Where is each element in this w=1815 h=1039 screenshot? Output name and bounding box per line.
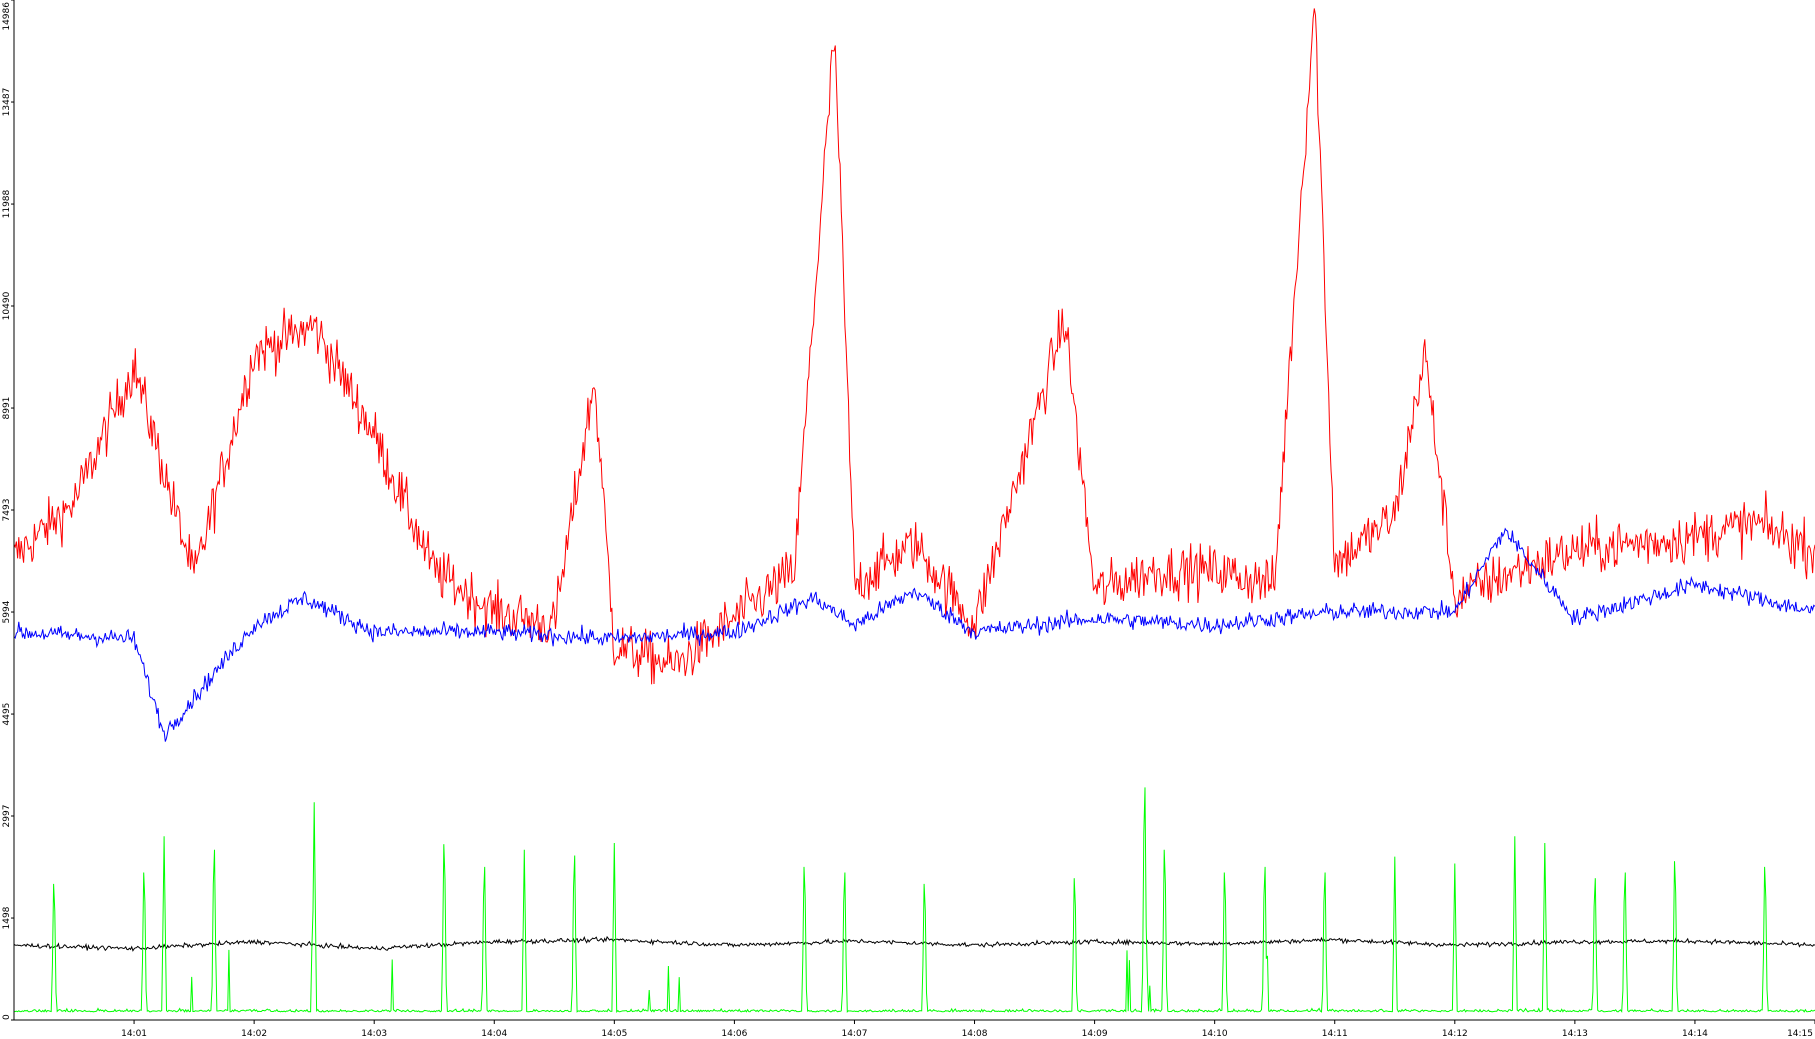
series-layer: [13, 8, 1815, 1013]
x-tick-label: 14:06: [721, 1029, 747, 1039]
x-tick-label: 14:14: [1682, 1029, 1708, 1039]
x-tick-label: 14:12: [1442, 1029, 1468, 1039]
x-tick-label: 14:13: [1562, 1029, 1588, 1039]
x-tick-label: 14:02: [241, 1029, 267, 1039]
y-tick-label: 2997: [2, 805, 12, 828]
y-tick-label: 4495: [2, 703, 12, 726]
x-tick-label: 14:11: [1322, 1029, 1348, 1039]
x-tick-label: 14:10: [1202, 1029, 1228, 1039]
series-line-1: [13, 8, 1815, 685]
x-tick-label: 14:08: [962, 1029, 988, 1039]
series-line-3: [13, 935, 1815, 952]
y-tick-label: 14986: [2, 2, 12, 31]
x-tick-label: 14:07: [841, 1029, 867, 1039]
series-line-2: [13, 527, 1815, 742]
series-line-4: [13, 787, 1815, 1013]
y-tick-label: 11988: [2, 189, 12, 218]
x-tick-label: 14:15: [1787, 1029, 1813, 1039]
x-tick-label: 14:09: [1082, 1029, 1108, 1039]
y-tick-label: 13487: [2, 88, 12, 117]
x-tick-label: 14:01: [121, 1029, 147, 1039]
x-tick-label: 14:03: [361, 1029, 387, 1039]
y-tick-label: 0: [2, 1014, 12, 1020]
y-tick-label: 7493: [2, 499, 12, 522]
x-tick-label: 14:04: [481, 1029, 507, 1039]
x-tick-label: 14:05: [601, 1029, 627, 1039]
y-tick-label: 1498: [2, 906, 12, 929]
y-tick-label: 10490: [2, 291, 12, 320]
y-tick-label: 8991: [2, 397, 12, 420]
y-tick-label: 5994: [2, 600, 12, 623]
